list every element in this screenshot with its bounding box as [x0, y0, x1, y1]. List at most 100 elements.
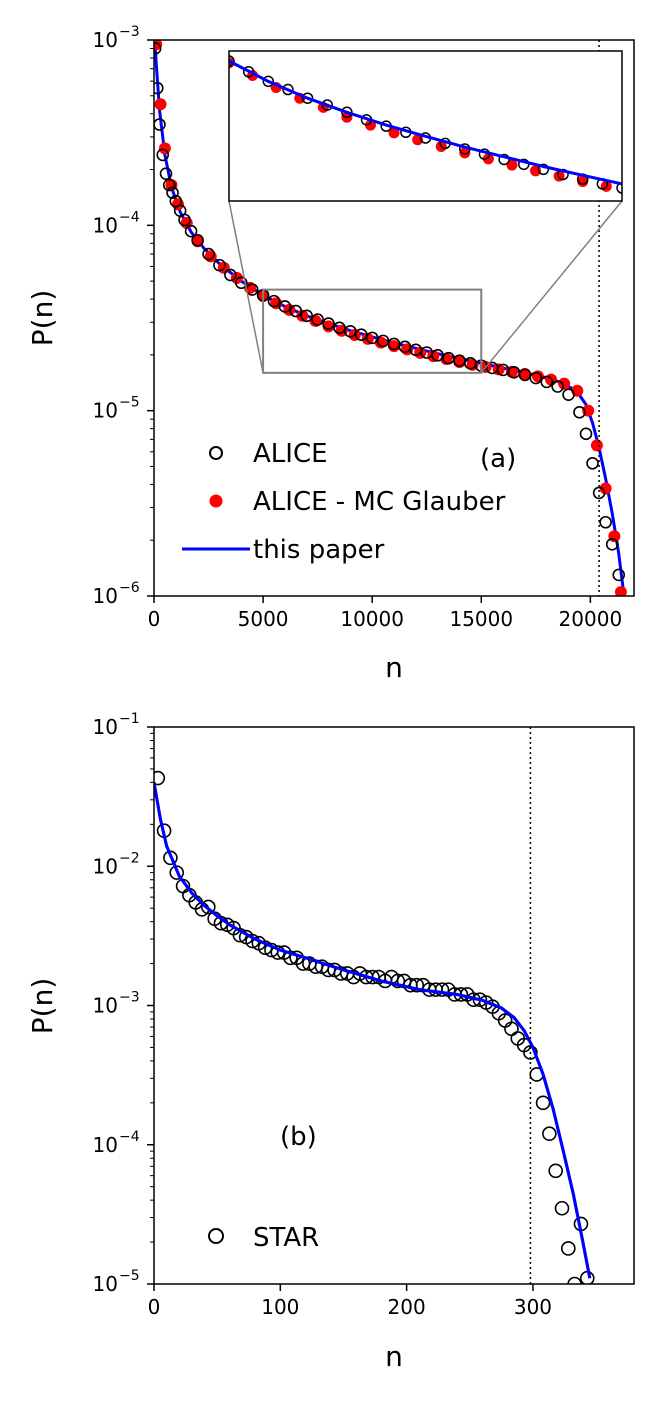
inset-point-alice — [282, 83, 294, 96]
legend-star-label: STAR — [253, 1223, 319, 1253]
data-point-star — [542, 1126, 557, 1142]
data-point-alice — [562, 388, 575, 401]
panel-b-plot-area — [154, 770, 595, 1284]
data-point-alice — [166, 186, 179, 199]
panel-b: 0 100 200 300 10−510−410−310−210−1 n P(n) S… — [26, 711, 635, 1373]
data-point-alice — [178, 213, 191, 227]
data-point-star — [409, 977, 425, 993]
data-point-mc-glauber — [590, 439, 603, 452]
data-point-alice — [551, 380, 564, 393]
data-point-alice — [540, 375, 554, 389]
y-tick-label: 10 — [93, 213, 118, 237]
panel-a: 0 5000 10000 15000 20000 10−610−510−410−3 n … — [26, 24, 635, 684]
data-point-star — [567, 1276, 582, 1284]
data-point-alice — [278, 300, 292, 313]
data-point-alice — [234, 276, 248, 290]
panel-a-zoom-connector-right — [480, 200, 623, 374]
data-point-alice — [213, 258, 226, 272]
y-tick-label: 10 — [93, 1133, 118, 1157]
data-point-star — [201, 899, 216, 915]
data-point-star — [390, 973, 406, 989]
inset-point-mc-glauber — [577, 176, 589, 188]
inset-point-alice — [242, 66, 255, 78]
data-point-mc-glauber — [158, 142, 171, 155]
x-tick-label: 10000 — [340, 607, 404, 631]
panel-a-legend: ALICE ALICE - MC Glauber this paper — [182, 439, 506, 565]
panel-a-zoom-box — [262, 288, 483, 374]
data-point-mc-glauber — [599, 482, 612, 495]
data-point-star — [535, 1095, 551, 1111]
legend-alice-label: ALICE — [253, 439, 328, 469]
panel-b-xlabel: n — [385, 1340, 403, 1373]
inset-point-alice — [321, 99, 333, 111]
y-tick-label: 10 — [93, 584, 118, 608]
x-tick-label: 0 — [148, 1295, 161, 1319]
data-point-star — [554, 1200, 570, 1216]
data-point-alice — [162, 178, 176, 192]
panel-b-frame — [153, 726, 635, 1285]
data-point-alice — [322, 317, 335, 330]
data-point-star — [169, 865, 185, 880]
panel-a-frame — [153, 39, 635, 597]
data-point-alice — [592, 486, 606, 500]
data-point-alice — [311, 313, 324, 326]
data-point-mc-glauber — [558, 377, 571, 390]
data-point-alice — [184, 224, 198, 238]
y-tick-exponent: −4 — [119, 1129, 140, 1145]
inset-point-alice — [229, 55, 235, 67]
panel-b-y-ticks: 10−510−410−310−210−1 — [93, 711, 154, 1296]
y-tick-label: 10 — [93, 1272, 118, 1296]
data-point-star — [579, 1270, 595, 1284]
data-point-alice — [267, 294, 281, 308]
panel-a-y-ticks: 10−610−510−410−3 — [93, 24, 154, 608]
inset-line-this-paper — [229, 59, 622, 186]
inset-point-alice — [616, 182, 622, 194]
y-tick-exponent: −3 — [119, 990, 140, 1006]
panel-a-xlabel: n — [385, 651, 403, 684]
panel-a-x-ticks: 0 5000 10000 15000 20000 — [148, 596, 623, 631]
panel-b-ylabel: P(n) — [26, 978, 59, 1034]
y-tick-exponent: −6 — [119, 580, 140, 596]
data-point-star — [548, 1163, 563, 1179]
data-point-star — [561, 1241, 576, 1256]
legend-mc-glauber-marker — [209, 494, 223, 508]
panel-a-ylabel: P(n) — [26, 290, 59, 346]
data-point-alice — [573, 405, 586, 419]
inset-point-alice — [262, 75, 275, 88]
data-point-star — [434, 982, 450, 997]
y-tick-label: 10 — [93, 994, 118, 1018]
data-point-alice — [159, 167, 173, 180]
panel-a-label: (a) — [480, 444, 516, 474]
data-point-alice — [605, 538, 619, 551]
panel-a-zoom-connector-left — [228, 200, 264, 373]
data-point-alice — [529, 371, 543, 385]
data-point-alice — [289, 304, 303, 318]
data-point-alice — [300, 309, 314, 323]
x-tick-label: 0 — [148, 607, 161, 631]
panel-b-label: (b) — [280, 1122, 317, 1152]
legend-mc-glauber-label: ALICE - MC Glauber — [253, 487, 506, 517]
data-point-alice — [191, 234, 204, 247]
legend-this-paper-label: this paper — [253, 535, 385, 565]
data-point-alice — [154, 42, 162, 55]
inset-point-alice — [537, 163, 550, 176]
x-tick-label: 300 — [514, 1295, 552, 1319]
data-point-alice — [154, 118, 166, 131]
legend-star-marker — [208, 1228, 224, 1244]
data-point-alice — [154, 81, 164, 95]
inset-frame — [228, 50, 623, 202]
y-tick-exponent: −2 — [119, 850, 140, 866]
y-tick-exponent: −1 — [119, 711, 140, 727]
panel-b-legend: STAR — [208, 1223, 319, 1253]
x-tick-label: 20000 — [559, 607, 623, 631]
y-tick-exponent: −4 — [119, 209, 140, 225]
panel-a-plot-area — [154, 40, 627, 596]
y-tick-exponent: −5 — [119, 395, 140, 411]
x-tick-label: 5000 — [238, 607, 289, 631]
data-point-star — [154, 770, 166, 786]
panel-b-x-ticks: 0 100 200 300 — [148, 1284, 552, 1319]
y-tick-label: 10 — [93, 715, 118, 739]
x-tick-label: 15000 — [449, 607, 513, 631]
data-point-mc-glauber — [614, 586, 627, 596]
data-point-star — [283, 950, 298, 966]
